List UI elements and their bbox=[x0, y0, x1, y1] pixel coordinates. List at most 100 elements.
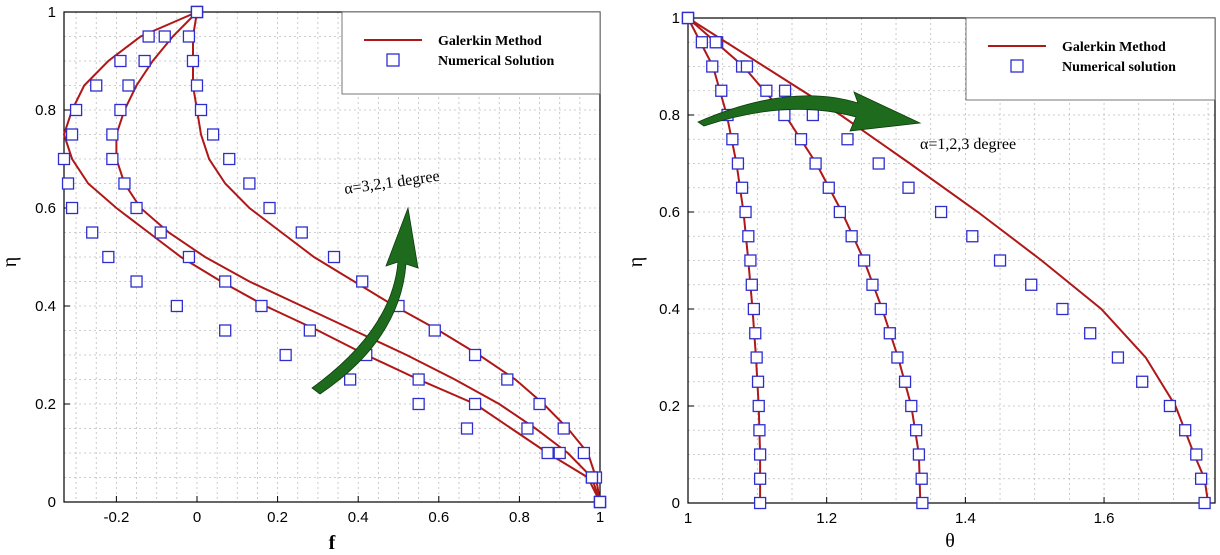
right-series-2-marker bbox=[833, 205, 847, 219]
right-series-1-marker bbox=[731, 157, 745, 170]
left-series-3-marker bbox=[223, 152, 236, 166]
left-series-1-marker bbox=[460, 422, 474, 435]
right-series-1-marker bbox=[752, 399, 765, 413]
right-series-3-marker bbox=[841, 133, 854, 146]
right-series-1-marker bbox=[753, 424, 766, 437]
left-series-3-marker bbox=[356, 275, 369, 288]
right-legend-box bbox=[965, 17, 1216, 101]
left-series-1-line bbox=[62, 11, 601, 503]
left-x-tick-label: 0.8 bbox=[509, 509, 530, 526]
right-x-tick-label: 1.6 bbox=[1094, 510, 1115, 527]
left-series-3-marker bbox=[194, 103, 208, 117]
left-series-3-marker bbox=[263, 201, 276, 215]
right-y-tick-label: 0.8 bbox=[659, 107, 680, 124]
right-y-tick-label: 0.4 bbox=[659, 301, 680, 318]
left-series-1-marker bbox=[130, 275, 143, 288]
left-series-3-marker bbox=[327, 250, 341, 264]
left-series-1-marker bbox=[65, 201, 79, 215]
left-series-3-markers bbox=[182, 5, 607, 509]
right-series-1-marker bbox=[747, 302, 761, 316]
left-series-3-marker bbox=[533, 397, 546, 411]
right-series-3-marker bbox=[778, 84, 792, 97]
right-series-3-marker bbox=[872, 157, 885, 170]
chart-right: 1 1.2 1.4 1.6 0 0.2 0.4 0.6 0.8 1 θ η α=1,2,3 degree… bbox=[610, 0, 1220, 555]
left-series-2-marker bbox=[106, 128, 119, 141]
left-series-3-marker bbox=[428, 324, 441, 337]
right-series-1-marker bbox=[749, 327, 762, 340]
right-series-2-marker bbox=[822, 181, 835, 194]
left-series-3-marker bbox=[577, 446, 591, 460]
right-y-tick-label: 0.2 bbox=[659, 398, 680, 415]
right-series-1-marker bbox=[751, 375, 765, 388]
left-legend-box bbox=[341, 11, 601, 95]
left-series-1-marker bbox=[57, 152, 71, 166]
left-y-axis-label: η bbox=[0, 257, 21, 267]
right-y-tick-label: 0.6 bbox=[659, 204, 680, 221]
right-series-2-marker bbox=[845, 230, 858, 243]
left-series-3-marker bbox=[206, 128, 220, 141]
left-series-1-marker bbox=[541, 446, 554, 460]
left-series-2-marker bbox=[468, 397, 482, 411]
left-series-3-marker bbox=[593, 495, 607, 509]
left-series-1-marker bbox=[142, 30, 155, 43]
right-series-2-marker bbox=[915, 472, 928, 485]
right-series-2-marker bbox=[874, 302, 887, 316]
right-y-tick-label: 0 bbox=[672, 495, 680, 512]
right-series-3-marker bbox=[993, 254, 1007, 267]
right-legend: Galerkin Method Numerical solution bbox=[965, 17, 1216, 101]
right-series-3-marker bbox=[709, 36, 722, 49]
left-series-2-marker bbox=[114, 103, 127, 117]
right-x-tick-label: 1 bbox=[684, 510, 692, 527]
left-plot-frame bbox=[63, 11, 601, 503]
left-series-1-marker bbox=[65, 128, 79, 141]
right-plot-frame bbox=[687, 17, 1216, 504]
right-x-axis-label: θ bbox=[945, 530, 955, 552]
left-series-2-marker bbox=[182, 250, 196, 264]
right-series-1-marker bbox=[753, 496, 767, 510]
right-series-3-marker bbox=[1163, 399, 1177, 413]
left-series-1-marker bbox=[412, 397, 425, 411]
right-series-3-marker bbox=[1179, 424, 1192, 437]
left-series-2-marker bbox=[521, 422, 534, 435]
left-series-2-marker bbox=[118, 177, 131, 190]
left-x-tick-label: 0.6 bbox=[428, 509, 449, 526]
left-series-2-marker bbox=[255, 299, 268, 313]
right-x-tick-label: 1.4 bbox=[955, 510, 976, 527]
right-series-2-marker bbox=[857, 254, 871, 267]
left-series-3-marker bbox=[190, 5, 204, 19]
right-series-2-marker bbox=[809, 157, 822, 170]
right-series-2-marker bbox=[905, 399, 918, 413]
right-series-1-marker bbox=[750, 351, 763, 364]
right-series-3-marker bbox=[1190, 448, 1203, 461]
left-series-3-marker bbox=[295, 226, 308, 239]
left-y-tick-label: 0.6 bbox=[35, 200, 56, 217]
left-x-tick-label: 1 bbox=[596, 509, 604, 526]
left-legend-label: Galerkin Method bbox=[438, 34, 542, 49]
right-series-2-marker bbox=[760, 84, 773, 97]
left-series-1-marker bbox=[69, 103, 83, 117]
right-legend-label: Numerical solution bbox=[1062, 60, 1176, 75]
right-series-1-marker bbox=[695, 36, 709, 49]
left-series-3-marker bbox=[557, 422, 570, 435]
right-series-1-marker bbox=[753, 472, 767, 485]
right-series-2-marker bbox=[794, 133, 808, 146]
left-legend-marker-swatch bbox=[386, 53, 400, 67]
right-series-3-marker bbox=[806, 108, 819, 122]
right-series-1-marker bbox=[753, 448, 767, 461]
left-series-3-marker bbox=[468, 348, 482, 362]
left-series-1-marker bbox=[219, 324, 232, 337]
left-series-1-marker bbox=[114, 54, 127, 68]
right-annotation-arrow bbox=[697, 91, 922, 132]
right-series-2-marker bbox=[898, 375, 912, 388]
left-y-tick-label: 0 bbox=[48, 494, 56, 511]
left-series-2-marker bbox=[303, 324, 316, 337]
left-series-3-marker bbox=[186, 54, 200, 68]
left-series-3-marker bbox=[182, 30, 196, 43]
left-series-3-marker bbox=[501, 373, 514, 386]
right-series-1-marker bbox=[706, 60, 719, 73]
right-series-1-marker bbox=[744, 254, 757, 267]
left-x-tick-label: -0.2 bbox=[103, 509, 129, 526]
right-series-3-marker bbox=[902, 181, 915, 194]
left-y-tick-label: 1 bbox=[48, 4, 56, 21]
left-legend-label: Numerical Solution bbox=[438, 54, 554, 69]
